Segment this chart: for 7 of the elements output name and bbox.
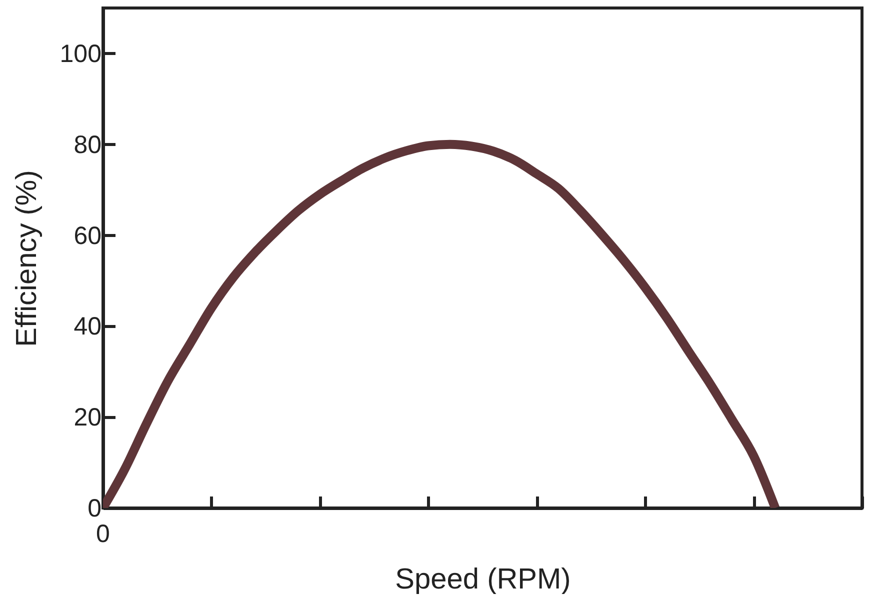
y-tick-label: 40: [74, 312, 102, 341]
y-axis-title: Efficiency (%): [10, 170, 43, 347]
y-tick-label: 100: [60, 40, 102, 68]
y-tick-label: 80: [74, 130, 102, 159]
y-tick-label: 20: [74, 404, 102, 432]
y-tick-label: 0: [88, 494, 102, 522]
y-tick-label: 60: [74, 222, 102, 250]
